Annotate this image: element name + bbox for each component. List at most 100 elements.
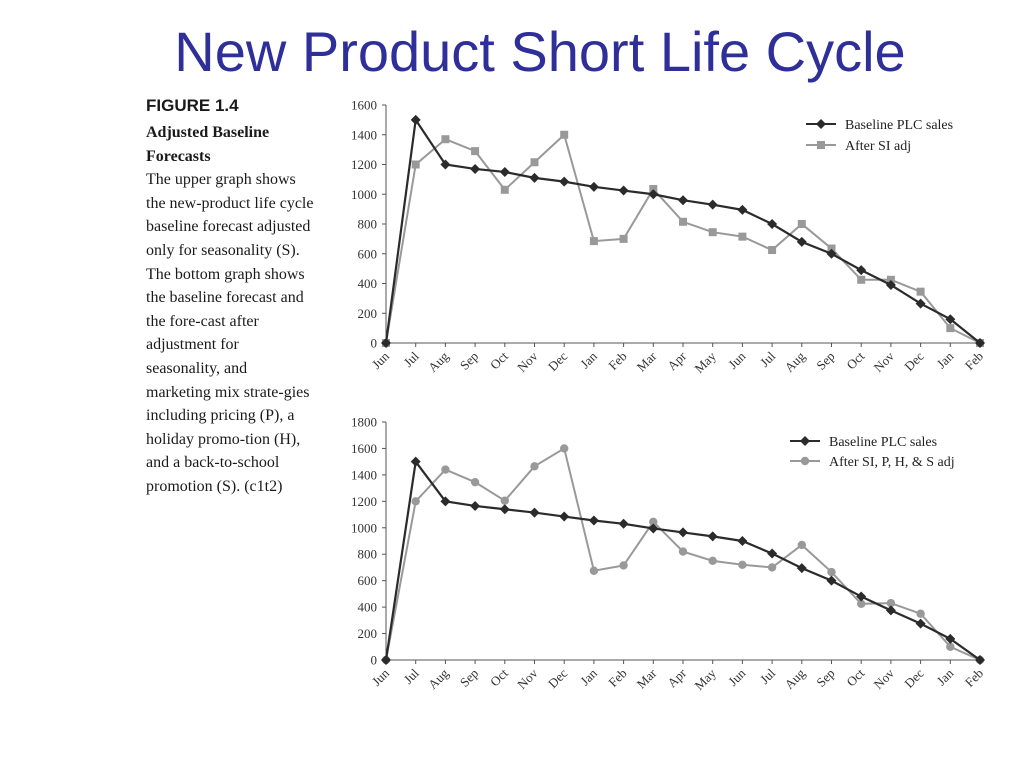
y-tick-label: 1600 [351,441,377,456]
data-point [707,199,718,210]
data-point [857,275,866,284]
y-tick-label: 800 [358,547,378,562]
data-point [381,655,391,665]
data-point [589,566,599,575]
data-point [470,500,481,511]
data-point [411,160,420,169]
data-point [767,219,778,229]
data-point [411,497,420,506]
data-point [737,204,748,215]
x-tick-label: Jun [369,665,393,689]
legend-label: After SI adj [845,139,911,154]
y-tick-label: 0 [371,336,378,351]
x-tick-label: Dec [545,665,571,691]
x-tick-label: Aug [781,665,808,692]
data-point [707,531,718,542]
series-0 [381,114,985,348]
data-point [500,496,509,505]
data-point [441,135,450,144]
legend-marker [817,141,825,149]
y-tick-label: 1800 [351,415,377,430]
data-point [885,279,896,290]
data-point [649,185,658,194]
data-point [826,248,837,259]
data-point [679,217,687,226]
data-point [767,563,777,572]
x-tick-label: Feb [605,666,629,690]
data-point [797,220,806,228]
figure-title: Adjusted Baseline Forecasts [146,124,270,165]
data-point [915,298,926,309]
data-point [560,130,569,139]
data-point [499,166,510,177]
x-tick-label: Feb [962,666,986,690]
y-tick-label: 0 [371,653,378,668]
data-point [529,507,540,518]
data-point [975,655,985,665]
figure-caption: FIGURE 1.4 Adjusted Baseline Forecasts T… [146,95,316,499]
legend-entry: After SI, P, H, & S adj [790,455,955,470]
data-point [945,314,956,325]
data-point [946,324,955,333]
data-point [796,563,807,574]
data-point [648,523,659,534]
data-point [619,561,628,570]
y-tick-label: 400 [358,600,378,615]
y-tick-label: 1400 [351,127,377,142]
data-point [649,517,658,527]
data-point [916,609,925,618]
x-tick-label: Jul [400,665,422,687]
x-tick-label: Nov [871,665,898,692]
data-point [678,527,688,538]
data-point [559,176,570,187]
y-tick-label: 1000 [351,520,377,535]
data-point [856,591,867,602]
data-point [471,147,480,156]
x-tick-label: Jan [577,665,600,688]
legend-label: Baseline PLC sales [845,118,953,133]
x-tick-label: Mar [633,665,659,691]
data-point [827,244,836,253]
data-point [946,642,955,651]
data-point [857,599,866,609]
y-tick-label: 600 [358,246,378,261]
legend-entry: After SI adj [806,139,911,154]
data-point [916,287,925,296]
legend-marker [800,456,810,466]
data-point [410,114,421,125]
y-tick-label: 200 [358,306,378,321]
legend-entry: Baseline PLC sales [806,118,953,133]
data-point [559,511,570,522]
legend-label: Baseline PLC sales [829,435,937,450]
data-point [886,598,896,608]
y-tick-label: 1200 [351,494,377,509]
data-point [440,159,451,170]
legend-marker [800,436,810,446]
data-point [618,518,629,529]
data-point [738,560,747,569]
data-point [470,477,480,487]
data-point [975,338,985,348]
y-tick-label: 200 [358,626,378,641]
data-point [945,633,956,644]
y-tick-label: 400 [358,276,378,291]
data-point [768,246,777,255]
legend-label: After SI, P, H, & S adj [829,455,955,470]
y-tick-label: 1200 [351,157,377,172]
data-point [826,575,837,586]
data-point [737,536,748,546]
legend-entry: Baseline PLC sales [790,435,937,450]
x-tick-label: May [691,665,719,693]
data-point [648,189,659,200]
data-point [767,548,778,559]
data-point [708,556,717,566]
x-tick-label: Nov [514,665,541,692]
data-point [529,172,540,183]
x-tick-label: Apr [664,665,689,690]
data-point [588,515,599,526]
series-1 [381,444,985,665]
legend-marker [816,119,826,129]
data-point [470,163,481,174]
data-point [678,547,688,556]
